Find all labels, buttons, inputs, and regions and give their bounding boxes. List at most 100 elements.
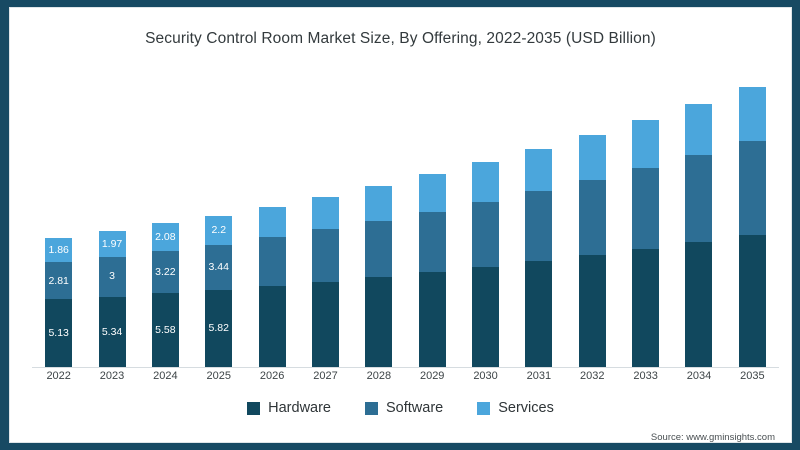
stacked-bar[interactable]: 1.97 3 5.34 xyxy=(98,230,126,367)
bar-segment-services[interactable] xyxy=(578,135,606,180)
bar-segment-hardware[interactable] xyxy=(418,272,446,367)
bar-segment-hardware[interactable]: 5.82 xyxy=(205,290,233,367)
source-attribution: Source: www.gminsights.com xyxy=(650,432,775,443)
chart-canvas: Security Control Room Market Size, By Of… xyxy=(9,7,792,443)
bar-value-label: 3 xyxy=(109,270,115,283)
bar-segment-hardware[interactable] xyxy=(685,242,713,367)
bar-value-label: 5.34 xyxy=(101,325,123,338)
bar-segment-software[interactable] xyxy=(525,191,553,262)
bar-slot-2032[interactable] xyxy=(566,103,619,367)
stacked-bar[interactable] xyxy=(632,120,660,367)
bar-segment-software[interactable] xyxy=(738,141,766,235)
bar-segment-hardware[interactable] xyxy=(365,277,393,367)
bar-value-label: 5.82 xyxy=(208,322,229,335)
bar-segment-software[interactable] xyxy=(365,220,393,278)
x-tick-2034: 2034 xyxy=(686,370,712,382)
stacked-bar[interactable] xyxy=(738,87,766,367)
legend-item-services[interactable]: Services xyxy=(477,400,554,416)
x-tick-2035: 2035 xyxy=(740,370,765,382)
bar-segment-services[interactable] xyxy=(258,206,286,238)
bar-slot-2026[interactable] xyxy=(245,103,298,367)
bar-segment-software[interactable]: 3.22 xyxy=(151,250,179,294)
bar-segment-software[interactable] xyxy=(632,167,660,249)
bar-segment-services[interactable] xyxy=(311,196,339,230)
bar-segment-software[interactable] xyxy=(258,237,286,287)
legend-label: Services xyxy=(498,400,554,416)
bar-segment-hardware[interactable] xyxy=(738,235,766,367)
bar-segment-services[interactable]: 2.08 xyxy=(151,223,179,251)
bar-segment-hardware[interactable] xyxy=(258,286,286,367)
bar-segment-services[interactable] xyxy=(365,185,393,221)
bar-segment-hardware[interactable]: 5.58 xyxy=(151,293,179,367)
bar-value-label: 1.97 xyxy=(101,237,123,250)
bar-segment-software[interactable] xyxy=(685,155,713,243)
bar-segment-services[interactable] xyxy=(418,174,446,212)
bar-segment-services[interactable] xyxy=(525,149,553,192)
x-tick-2025: 2025 xyxy=(206,370,231,382)
bar-value-label: 2.08 xyxy=(155,230,176,243)
x-axis-line xyxy=(32,367,779,368)
bar-segment-hardware[interactable]: 5.13 xyxy=(45,299,73,367)
x-tick-2023: 2023 xyxy=(99,370,125,382)
x-tick-2029: 2029 xyxy=(419,370,445,382)
bar-value-label: 5.58 xyxy=(155,323,176,336)
bar-segment-services[interactable]: 1.97 xyxy=(98,230,126,257)
bar-segment-hardware[interactable]: 5.34 xyxy=(98,296,126,367)
stacked-bar[interactable] xyxy=(525,149,553,367)
x-tick-2028: 2028 xyxy=(366,370,392,382)
bar-slot-2035[interactable] xyxy=(726,87,779,367)
bar-value-label: 5.13 xyxy=(48,326,69,339)
bar-slot-2024[interactable]: 2.08 3.22 5.58 xyxy=(139,103,192,367)
bar-slot-2023[interactable]: 1.97 3 5.34 xyxy=(85,103,138,367)
stacked-bar[interactable] xyxy=(418,174,446,367)
bar-segment-services[interactable] xyxy=(738,87,766,142)
bar-segment-hardware[interactable] xyxy=(578,255,606,367)
x-tick-2030: 2030 xyxy=(473,370,498,382)
legend-swatch-hardware-icon xyxy=(247,401,261,415)
bar-slot-2033[interactable] xyxy=(619,103,672,367)
stacked-bar[interactable]: 2.08 3.22 5.58 xyxy=(151,223,179,367)
stacked-bar[interactable] xyxy=(472,162,500,367)
stacked-bar[interactable] xyxy=(365,185,393,367)
bar-segment-hardware[interactable] xyxy=(472,266,500,367)
bar-segment-software[interactable]: 3 xyxy=(98,256,126,297)
bar-slot-2028[interactable] xyxy=(352,103,405,367)
bar-slot-2022[interactable]: 1.86 2.81 5.13 xyxy=(32,103,85,367)
bar-segment-hardware[interactable] xyxy=(525,261,553,367)
legend-label: Hardware xyxy=(268,400,331,416)
bar-slot-2025[interactable]: 2.2 3.44 5.82 xyxy=(192,103,245,367)
x-tick-2032: 2032 xyxy=(580,370,605,382)
bar-segment-services[interactable] xyxy=(472,162,500,202)
bar-slot-2031[interactable] xyxy=(512,103,565,367)
bar-value-label: 3.44 xyxy=(208,261,229,274)
bar-segment-hardware[interactable] xyxy=(311,281,339,367)
stacked-bar[interactable] xyxy=(578,135,606,367)
bar-segment-software[interactable]: 2.81 xyxy=(45,262,73,300)
stacked-bar[interactable] xyxy=(311,196,339,367)
bar-segment-software[interactable] xyxy=(472,201,500,267)
bar-segment-hardware[interactable] xyxy=(632,249,660,367)
bar-segment-services[interactable] xyxy=(632,120,660,168)
bar-segment-software[interactable] xyxy=(418,211,446,273)
legend-item-software[interactable]: Software xyxy=(365,400,443,416)
bar-slot-2029[interactable] xyxy=(406,103,459,367)
plot-area: 1.86 2.81 5.13 1.97 3 5.34 2.08 3.22 5.58 2.2 3.44… xyxy=(32,87,779,368)
bar-segment-services[interactable] xyxy=(685,104,713,156)
bar-segment-software[interactable]: 3.44 xyxy=(205,244,233,291)
bar-segment-software[interactable] xyxy=(311,229,339,282)
chart-legend: Hardware Software Services xyxy=(10,400,791,416)
stacked-bar[interactable]: 1.86 2.81 5.13 xyxy=(45,237,73,367)
chart-title: Security Control Room Market Size, By Of… xyxy=(145,30,656,47)
stacked-bar[interactable] xyxy=(685,104,713,367)
stacked-bar[interactable]: 2.2 3.44 5.82 xyxy=(205,215,233,367)
bar-segment-services[interactable]: 1.86 xyxy=(45,237,73,263)
bar-segment-services[interactable]: 2.2 xyxy=(205,215,233,245)
bar-segment-software[interactable] xyxy=(578,179,606,256)
bar-value-label: 2.81 xyxy=(48,274,69,287)
bar-slot-2027[interactable] xyxy=(299,103,352,367)
legend-label: Software xyxy=(386,400,444,416)
legend-item-hardware[interactable]: Hardware xyxy=(247,400,331,416)
bar-slot-2030[interactable] xyxy=(459,103,512,367)
stacked-bar[interactable] xyxy=(258,206,286,367)
bar-slot-2034[interactable] xyxy=(672,103,725,367)
